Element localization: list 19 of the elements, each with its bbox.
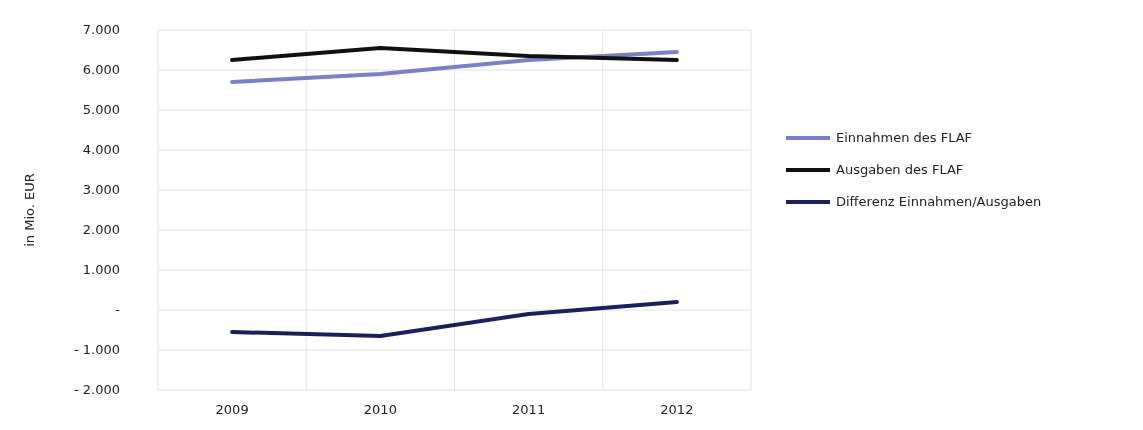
- y-tick-label: 3.000: [82, 181, 120, 197]
- y-tick-label: - 2.000: [73, 381, 120, 397]
- x-tick-label: 2011: [512, 402, 546, 417]
- legend-label: Einnahmen des FLAF: [836, 129, 973, 145]
- y-tick-label: 5.000: [82, 101, 120, 117]
- y-tick-label: 6.000: [82, 61, 120, 77]
- y-tick-label: 4.000: [82, 141, 120, 157]
- line-series: [230, 300, 679, 338]
- y-tick-label: -: [115, 301, 121, 317]
- y-tick-label: 7.000: [82, 21, 120, 37]
- legend-label: Differenz Einnahmen/Ausgaben: [836, 193, 1042, 209]
- y-tick-label: 2.000: [82, 221, 120, 237]
- y-tick-label: 1.000: [82, 261, 120, 277]
- y-axis-title: in Mio. EUR: [22, 173, 37, 247]
- legend-label: Ausgaben des FLAF: [836, 161, 964, 177]
- y-tick-label: - 1.000: [73, 341, 120, 357]
- x-tick-label: 2010: [363, 402, 397, 417]
- x-tick-label: 2009: [215, 402, 249, 417]
- x-tick-label: 2012: [660, 402, 694, 417]
